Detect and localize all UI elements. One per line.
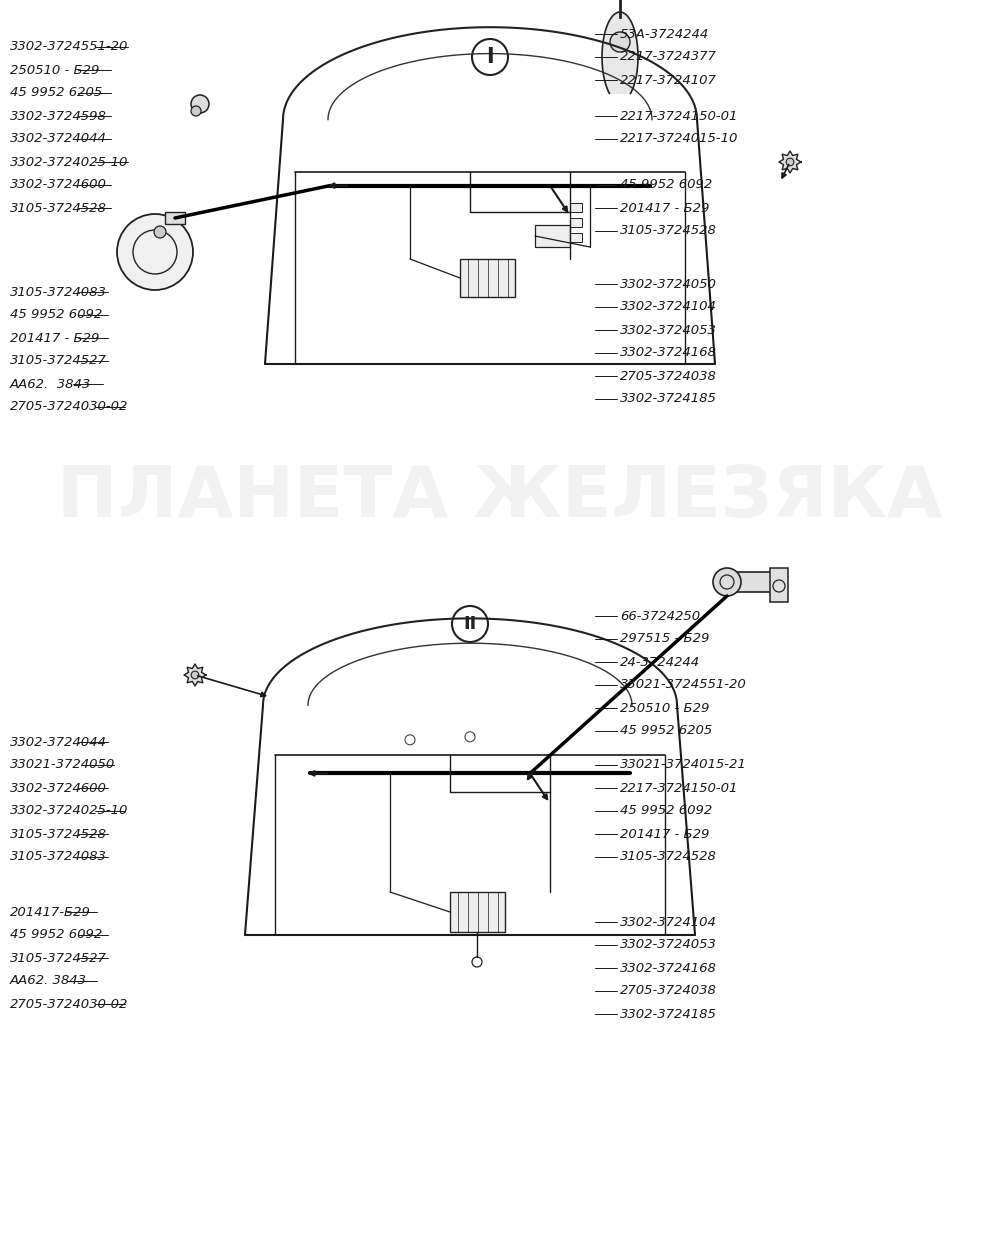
Bar [737, 572, 773, 592]
Text: 3302-3724053: 3302-3724053 [620, 323, 717, 337]
Text: 201417-Б29: 201417-Б29 [10, 905, 91, 919]
Text: 3302-3724044: 3302-3724044 [10, 735, 107, 749]
Text: 24-3724244: 24-3724244 [620, 656, 700, 669]
Text: 2705-3724038: 2705-3724038 [620, 984, 717, 998]
Bar [460, 259, 515, 297]
Text: 3105-3724083: 3105-3724083 [10, 850, 107, 864]
Text: 45 9952 6205: 45 9952 6205 [620, 725, 712, 737]
Text: 3302-3724551-20: 3302-3724551-20 [10, 40, 128, 54]
Text: 3105-3724528: 3105-3724528 [10, 828, 107, 840]
Text: 2217-3724107: 2217-3724107 [620, 74, 717, 86]
Text: 33021-3724015-21: 33021-3724015-21 [620, 759, 747, 771]
Circle shape [117, 214, 193, 290]
Text: 66-3724250: 66-3724250 [620, 610, 700, 622]
Text: 3105-3724528: 3105-3724528 [620, 224, 717, 238]
Circle shape [191, 106, 201, 116]
Bar [450, 891, 505, 931]
Text: 3302-3724598: 3302-3724598 [10, 109, 107, 123]
Text: 33021-3724050: 33021-3724050 [10, 759, 115, 771]
Text: 3302-3724168: 3302-3724168 [620, 962, 717, 974]
Text: 3302-3724025-10: 3302-3724025-10 [10, 155, 128, 169]
Text: АА62.  3843: АА62. 3843 [10, 378, 91, 391]
Bar [535, 225, 570, 247]
Text: 297515 - Б29: 297515 - Б29 [620, 632, 709, 646]
Text: 201417 - Б29: 201417 - Б29 [620, 202, 709, 214]
Text: 2217-3724377: 2217-3724377 [620, 50, 717, 64]
Text: II: II [463, 615, 477, 634]
Text: 201417 - Б29: 201417 - Б29 [620, 828, 709, 840]
Text: 3302-3724025-10: 3302-3724025-10 [10, 805, 128, 818]
Text: 2217-3724150-01: 2217-3724150-01 [620, 109, 738, 123]
Polygon shape [602, 13, 638, 94]
Bar [570, 233, 582, 242]
Text: 250510 - Б29: 250510 - Б29 [620, 701, 709, 715]
Text: 45 9952 6092: 45 9952 6092 [620, 805, 712, 818]
Circle shape [154, 227, 166, 238]
Circle shape [713, 568, 741, 596]
Text: 3302-3724600: 3302-3724600 [10, 179, 107, 192]
Bar [570, 218, 582, 227]
Bar [165, 212, 185, 224]
Text: 3302-3724600: 3302-3724600 [10, 781, 107, 795]
Text: 3302-3724185: 3302-3724185 [620, 392, 717, 406]
Text: 3302-3724104: 3302-3724104 [620, 915, 717, 929]
Text: 45 9952 6092: 45 9952 6092 [10, 929, 102, 942]
Text: 3302-3724044: 3302-3724044 [10, 133, 107, 145]
Circle shape [786, 158, 794, 165]
Text: 2705-3724038: 2705-3724038 [620, 369, 717, 383]
Text: 3302-3724168: 3302-3724168 [620, 347, 717, 359]
Circle shape [191, 95, 209, 113]
Text: 3105-3724083: 3105-3724083 [10, 285, 107, 298]
Text: 33021-3724551-20: 33021-3724551-20 [620, 679, 747, 691]
Text: 53А-3724244: 53А-3724244 [620, 28, 709, 40]
Text: 3302-3724104: 3302-3724104 [620, 300, 717, 313]
Text: 45 9952 6092: 45 9952 6092 [10, 308, 102, 322]
Bar [570, 203, 582, 212]
Bar [770, 568, 788, 602]
Text: 3302-3724185: 3302-3724185 [620, 1008, 717, 1020]
Text: 201417 - Б29: 201417 - Б29 [10, 332, 99, 344]
Polygon shape [779, 151, 801, 173]
Text: 3105-3724528: 3105-3724528 [10, 202, 107, 214]
Text: ПЛАНЕТА ЖЕЛЕЗЯКА: ПЛАНЕТА ЖЕЛЕЗЯКА [57, 462, 943, 532]
Text: 2705-3724030-02: 2705-3724030-02 [10, 401, 128, 413]
Text: 2217-3724015-10: 2217-3724015-10 [620, 133, 738, 145]
Circle shape [610, 33, 630, 53]
Text: 45 9952 6092: 45 9952 6092 [620, 179, 712, 192]
Text: 45 9952 6205: 45 9952 6205 [10, 86, 102, 99]
Text: I: I [486, 48, 494, 68]
Text: 2705-3724030-02: 2705-3724030-02 [10, 998, 128, 1010]
Text: 3105-3724527: 3105-3724527 [10, 354, 107, 368]
Text: 3302-3724050: 3302-3724050 [620, 278, 717, 290]
Text: 2217-3724150-01: 2217-3724150-01 [620, 781, 738, 795]
Text: 3105-3724527: 3105-3724527 [10, 952, 107, 964]
Text: АА62. 3843: АА62. 3843 [10, 974, 87, 988]
Text: 3302-3724053: 3302-3724053 [620, 939, 717, 952]
Text: 3105-3724528: 3105-3724528 [620, 850, 717, 864]
Polygon shape [184, 664, 206, 686]
Text: 250510 - Б29: 250510 - Б29 [10, 64, 99, 76]
Circle shape [191, 671, 199, 679]
